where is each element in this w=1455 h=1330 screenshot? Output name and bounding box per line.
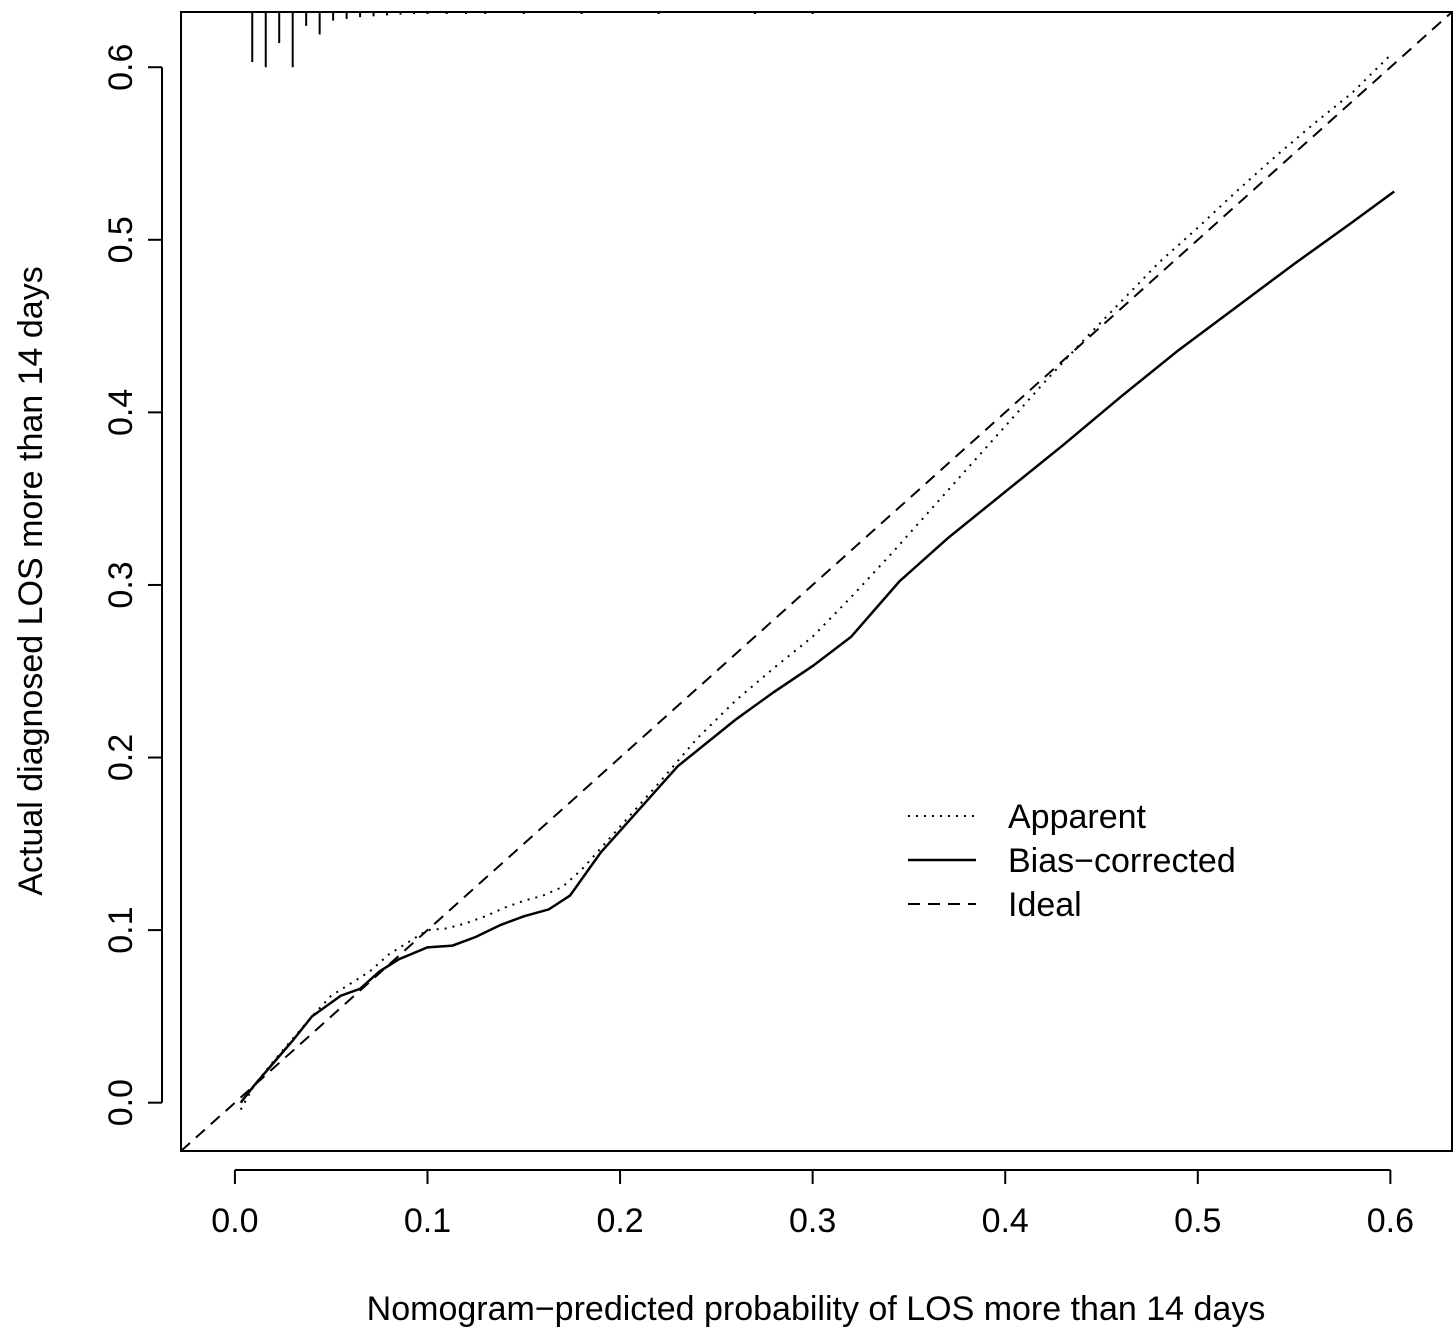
- x-tick-label: 0.3: [789, 1202, 836, 1240]
- legend-label: Ideal: [1008, 886, 1082, 924]
- legend: Apparent Bias−corrected Ideal: [908, 798, 1236, 924]
- x-tick-label: 0.5: [1174, 1202, 1221, 1240]
- y-tick-label: 0.5: [102, 216, 140, 263]
- x-tick-label: 0.2: [596, 1202, 643, 1240]
- series-lines: [181, 12, 1452, 1151]
- x-tick-label: 0.0: [211, 1202, 258, 1240]
- plot-frame: [180, 11, 1453, 1152]
- y-tick-label: 0.6: [102, 44, 140, 91]
- series-line-dotted: [239, 54, 1392, 1111]
- rug-marks: [251, 12, 814, 68]
- y-tick-label: 0.3: [102, 561, 140, 608]
- x-axis: 0.0 0.1 0.2 0.3 0.4 0.5 0.6: [211, 1169, 1414, 1240]
- x-tick-label: 0.4: [982, 1202, 1029, 1240]
- x-tick-label: 0.1: [404, 1202, 451, 1240]
- y-tick-label: 0.2: [102, 734, 140, 781]
- series-line-solid: [239, 190, 1395, 1104]
- y-axis: 0.0 0.1 0.2 0.3 0.4 0.5 0.6: [102, 44, 163, 1126]
- x-tick-label: 0.6: [1367, 1202, 1414, 1240]
- legend-label: Bias−corrected: [1008, 842, 1236, 880]
- y-tick-label: 0.1: [102, 906, 140, 953]
- series-line-dashed: [181, 12, 1452, 1151]
- y-tick-label: 0.0: [102, 1079, 140, 1126]
- y-axis-title: Actual diagnosed LOS more than 14 days: [12, 266, 50, 895]
- x-axis-title: Nomogram−predicted probability of LOS mo…: [367, 1290, 1266, 1328]
- legend-label: Apparent: [1008, 798, 1147, 836]
- y-tick-label: 0.4: [102, 389, 140, 436]
